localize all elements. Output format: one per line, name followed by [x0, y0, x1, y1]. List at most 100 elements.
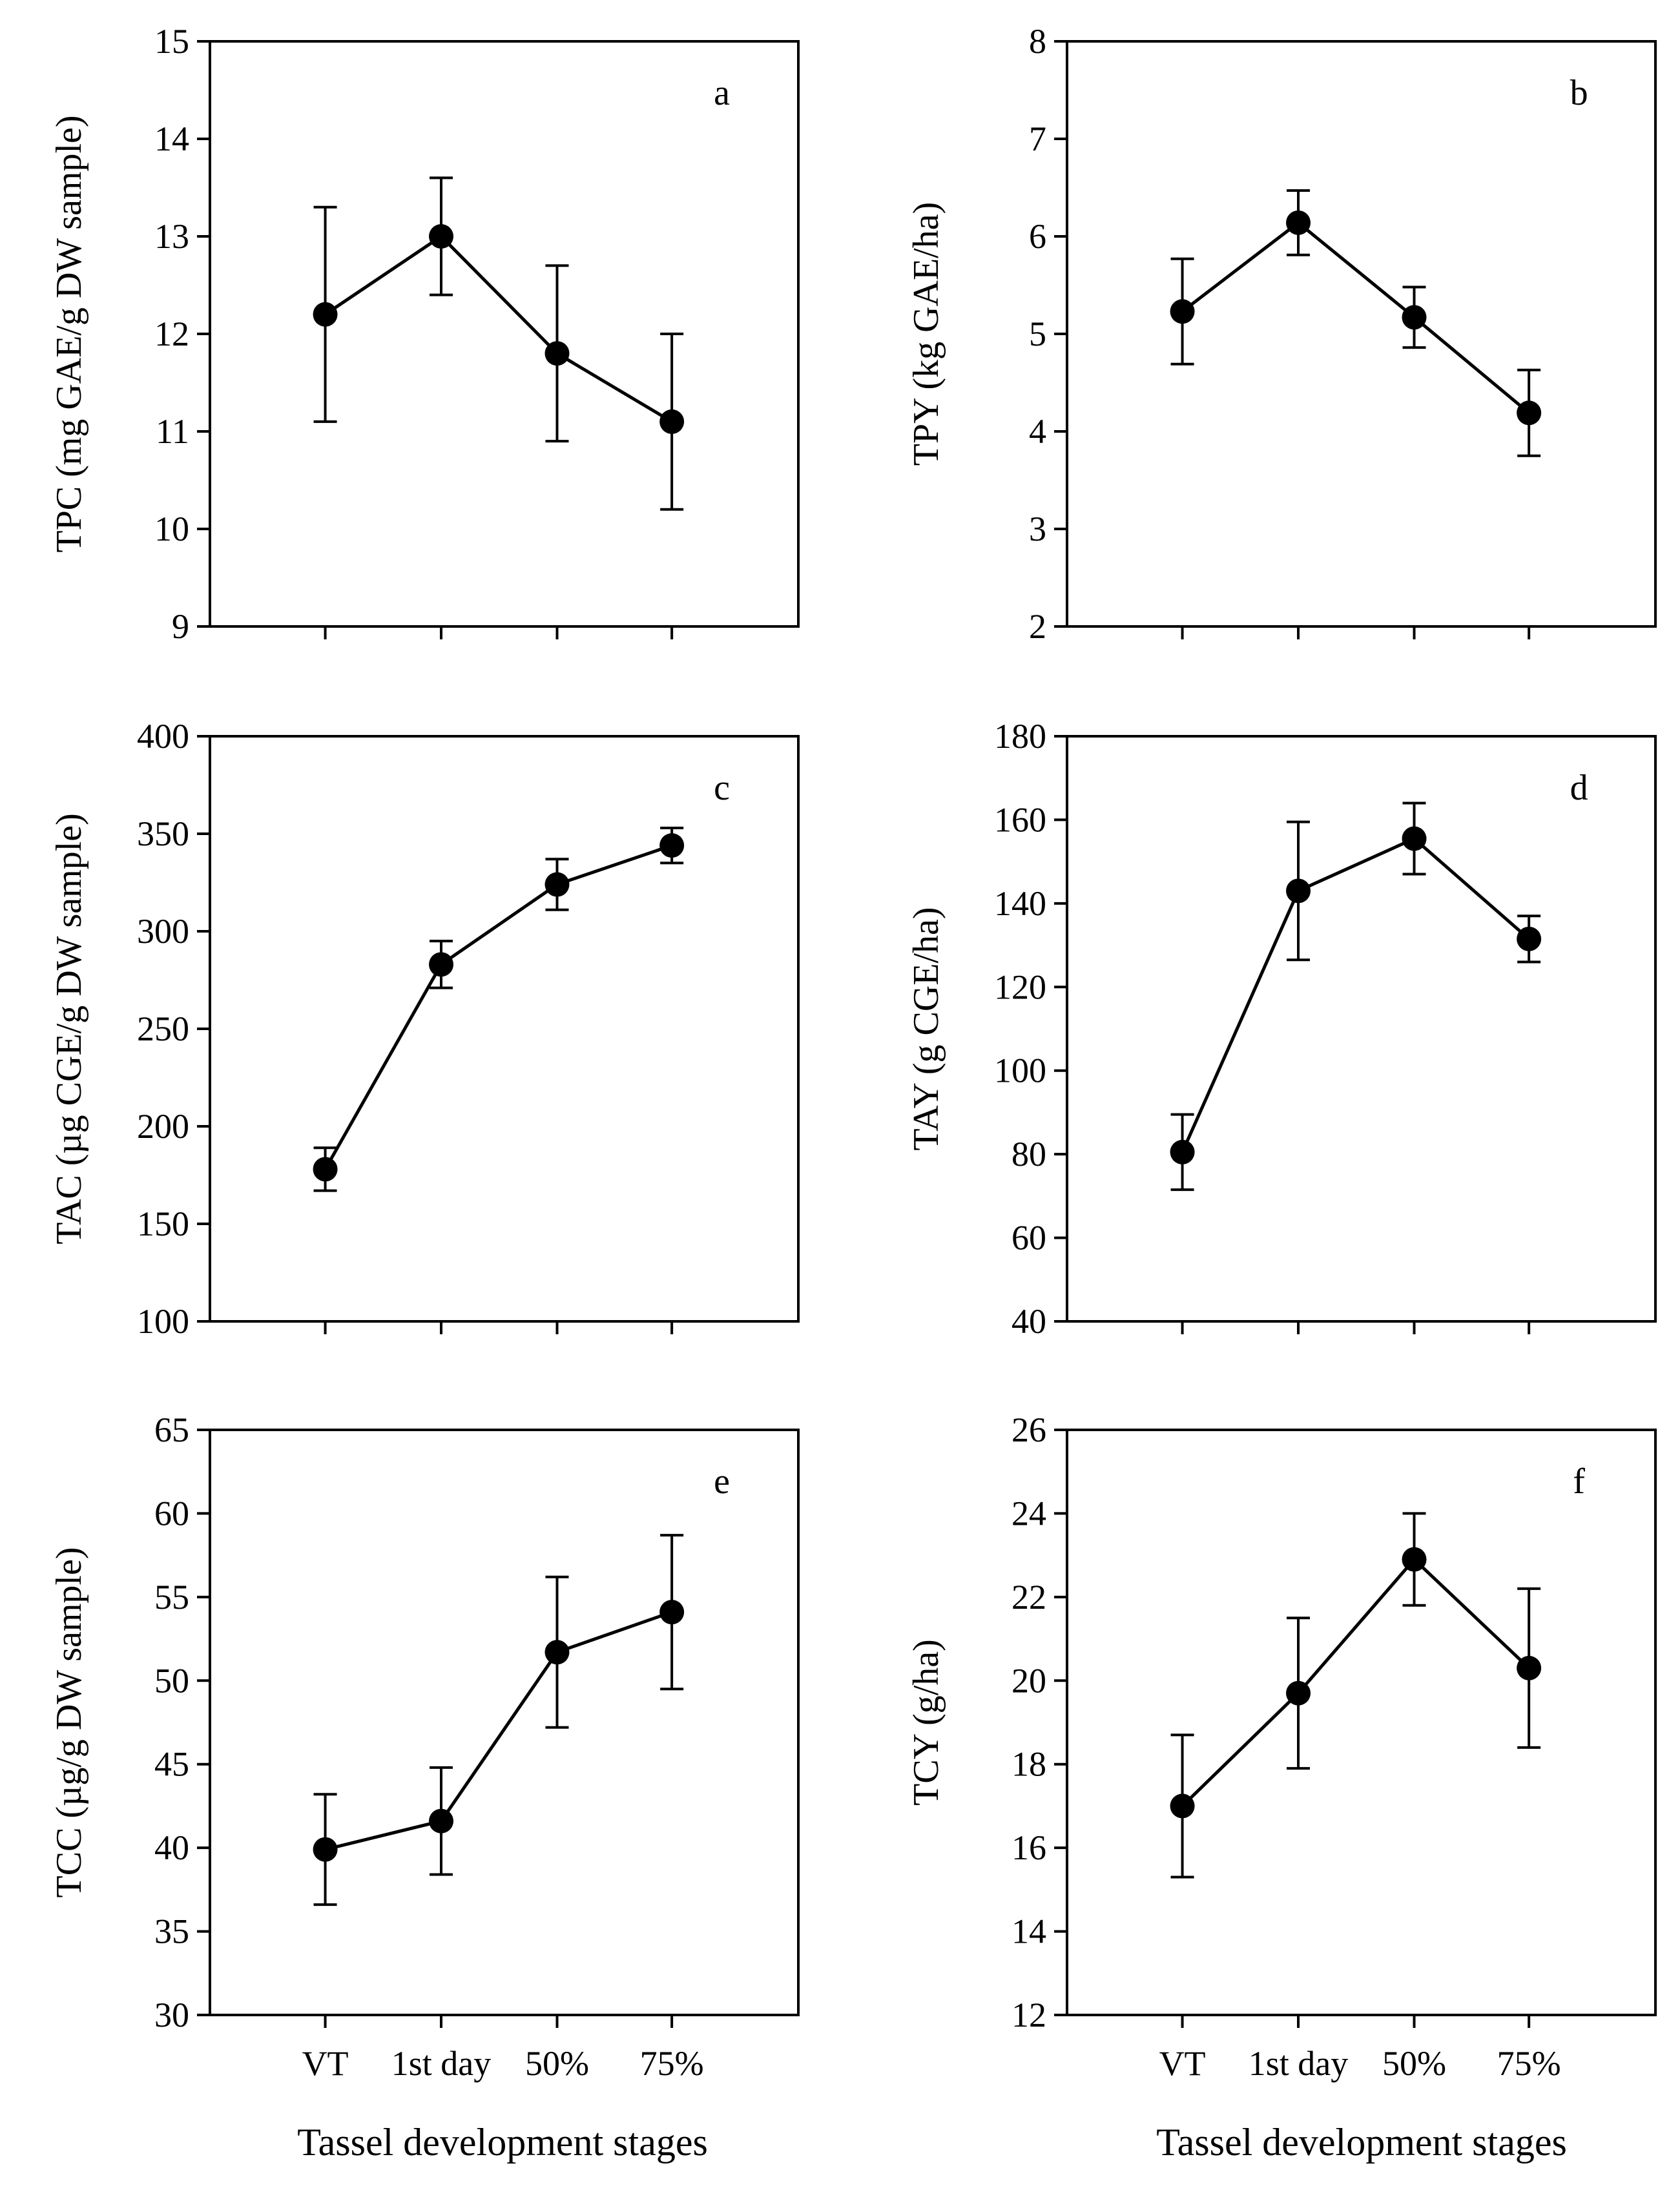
y-axis-label-a: TPC (mg GAE/g DW sample): [49, 115, 89, 552]
plot-frame-f: [1066, 1429, 1657, 2016]
series-line-f: [1181, 1557, 1530, 1808]
y-axis-label-f: TCY (g/ha): [906, 1639, 946, 1806]
panel-a: 9 10 11 12 13 14 15 TPC (mg GAE/g DW sample) a: [49, 22, 800, 646]
y-tick-label-e: 50: [154, 1661, 189, 1700]
x-tick-label-f: VT: [1159, 2044, 1206, 2083]
y-tick-label-d: 160: [994, 800, 1046, 839]
data-point-e: [429, 1808, 454, 1834]
y-tick-label-a: 15: [154, 22, 189, 61]
y-tick-label-b: 2: [1029, 607, 1046, 646]
y-tick-label-e: 60: [154, 1494, 189, 1533]
x-tick-label-f: 75%: [1497, 2044, 1561, 2083]
y-tick-label-e: 35: [154, 1912, 189, 1951]
y-axis-label-d: TAY (g CGE/ha): [906, 907, 946, 1150]
y-tick-label-d: 120: [994, 967, 1046, 1006]
y-tick-label-c: 150: [137, 1204, 189, 1243]
y-tick-label-c: 100: [137, 1302, 189, 1341]
x-axis-title-right: Tassel development stages: [1156, 2121, 1567, 2164]
y-tick-label-c: 250: [137, 1009, 189, 1048]
panel-e: 30 35 40 45 50 55 60 65 VT 1st day 50% 75% TCC (µg/g…: [49, 1410, 800, 2083]
panel-letter-f: f: [1573, 1462, 1585, 1502]
x-tick-label-f: 1st day: [1249, 2044, 1349, 2083]
y-tick-label-b: 3: [1029, 510, 1046, 548]
y-axis-label-e: TCC (µg/g DW sample): [49, 1547, 89, 1898]
y-tick-label-d: 180: [994, 717, 1046, 756]
plot-frame-b: [1066, 40, 1657, 628]
y-tick-label-e: 65: [154, 1410, 189, 1449]
y-tick-label-a: 9: [172, 607, 189, 646]
panel-f: 12 14 16 18 20 22 24 26 VT 1st day 50% 75% TCY (g/ha…: [906, 1410, 1657, 2083]
panel-letter-c: c: [714, 768, 730, 808]
series-line-e: [324, 1610, 672, 1852]
panels-group: 9 10 11 12 13 14 15 TPC (mg GAE/g DW sample) a 2 3…: [49, 22, 1657, 2083]
y-tick-label-f: 18: [1011, 1745, 1046, 1784]
panel-letter-d: d: [1570, 768, 1588, 808]
y-tick-label-a: 11: [156, 412, 189, 451]
y-tick-label-b: 8: [1029, 22, 1046, 61]
y-axis-label-c: TAC (µg CGE/g DW sample): [49, 813, 89, 1245]
panel-c: 100 150 200 250 300 350 400 TAC (µg CGE/g DW sa…: [49, 717, 800, 1341]
plot-frame-a: [209, 40, 800, 628]
data-point-c: [659, 833, 685, 858]
data-point-a: [659, 409, 685, 434]
data-point-b: [1517, 400, 1542, 426]
series-line-a: [324, 234, 673, 424]
series-line-c: [324, 843, 672, 1170]
y-tick-label-c: 300: [137, 912, 189, 951]
y-tick-label-d: 40: [1011, 1302, 1046, 1341]
x-tick-label-e: VT: [302, 2044, 349, 2083]
plot-frame-d: [1066, 735, 1657, 1323]
y-tick-label-f: 20: [1011, 1661, 1046, 1700]
x-tick-label-e: 1st day: [391, 2044, 492, 2083]
y-tick-label-d: 80: [1011, 1135, 1046, 1173]
y-axis-label-b: TPY (kg GAE/ha): [906, 202, 946, 466]
y-tick-label-e: 30: [154, 1996, 189, 2034]
y-tick-label-a: 14: [154, 119, 189, 158]
y-tick-label-a: 10: [154, 510, 189, 548]
y-tick-label-b: 7: [1029, 119, 1046, 158]
y-tick-label-b: 6: [1029, 217, 1046, 256]
data-point-f: [1170, 1793, 1195, 1819]
panel-d: 40 60 80 100 120 140 160 180 TAY (g CGE/ha) d: [906, 717, 1657, 1341]
x-tick-label-e: 50%: [525, 2044, 589, 2083]
panel-b: 2 3 4 5 6 7 8 TPY (kg GAE/ha) b: [906, 22, 1657, 646]
data-point-e: [544, 1640, 570, 1665]
y-tick-label-d: 140: [994, 884, 1046, 923]
y-tick-label-f: 14: [1011, 1912, 1046, 1951]
y-tick-label-e: 55: [154, 1578, 189, 1617]
panel-letter-e: e: [714, 1462, 730, 1502]
y-tick-label-f: 16: [1011, 1828, 1046, 1867]
data-point-a: [313, 302, 338, 327]
series-line-b: [1181, 220, 1530, 415]
data-point-f: [1517, 1655, 1542, 1680]
y-tick-label-f: 24: [1011, 1494, 1046, 1533]
x-tick-label-f: 50%: [1382, 2044, 1446, 2083]
data-point-b: [1170, 299, 1195, 324]
y-tick-label-c: 400: [137, 717, 189, 756]
panel-letter-a: a: [714, 73, 730, 113]
data-point-a: [544, 341, 570, 366]
data-point-b: [1286, 210, 1311, 235]
data-point-d: [1286, 878, 1311, 904]
data-point-a: [429, 224, 454, 249]
y-tick-label-e: 40: [154, 1828, 189, 1867]
panel-letter-b: b: [1570, 73, 1588, 113]
data-point-c: [313, 1157, 338, 1182]
data-point-d: [1402, 826, 1427, 851]
x-axis-title-left: Tassel development stages: [297, 2121, 708, 2164]
data-point-f: [1286, 1680, 1311, 1706]
y-tick-label-f: 12: [1011, 1996, 1046, 2034]
y-tick-label-d: 60: [1011, 1219, 1046, 1257]
y-tick-label-e: 45: [154, 1745, 189, 1784]
x-tick-label-e: 75%: [640, 2044, 704, 2083]
data-point-c: [429, 952, 454, 977]
data-point-b: [1402, 305, 1427, 330]
plot-frame-c: [209, 735, 800, 1323]
data-point-d: [1517, 926, 1542, 951]
y-tick-label-f: 22: [1011, 1578, 1046, 1617]
plot-frame-e: [209, 1429, 800, 2016]
series-line-d: [1181, 836, 1530, 1153]
y-tick-label-c: 200: [137, 1107, 189, 1146]
y-tick-label-b: 4: [1029, 412, 1046, 451]
